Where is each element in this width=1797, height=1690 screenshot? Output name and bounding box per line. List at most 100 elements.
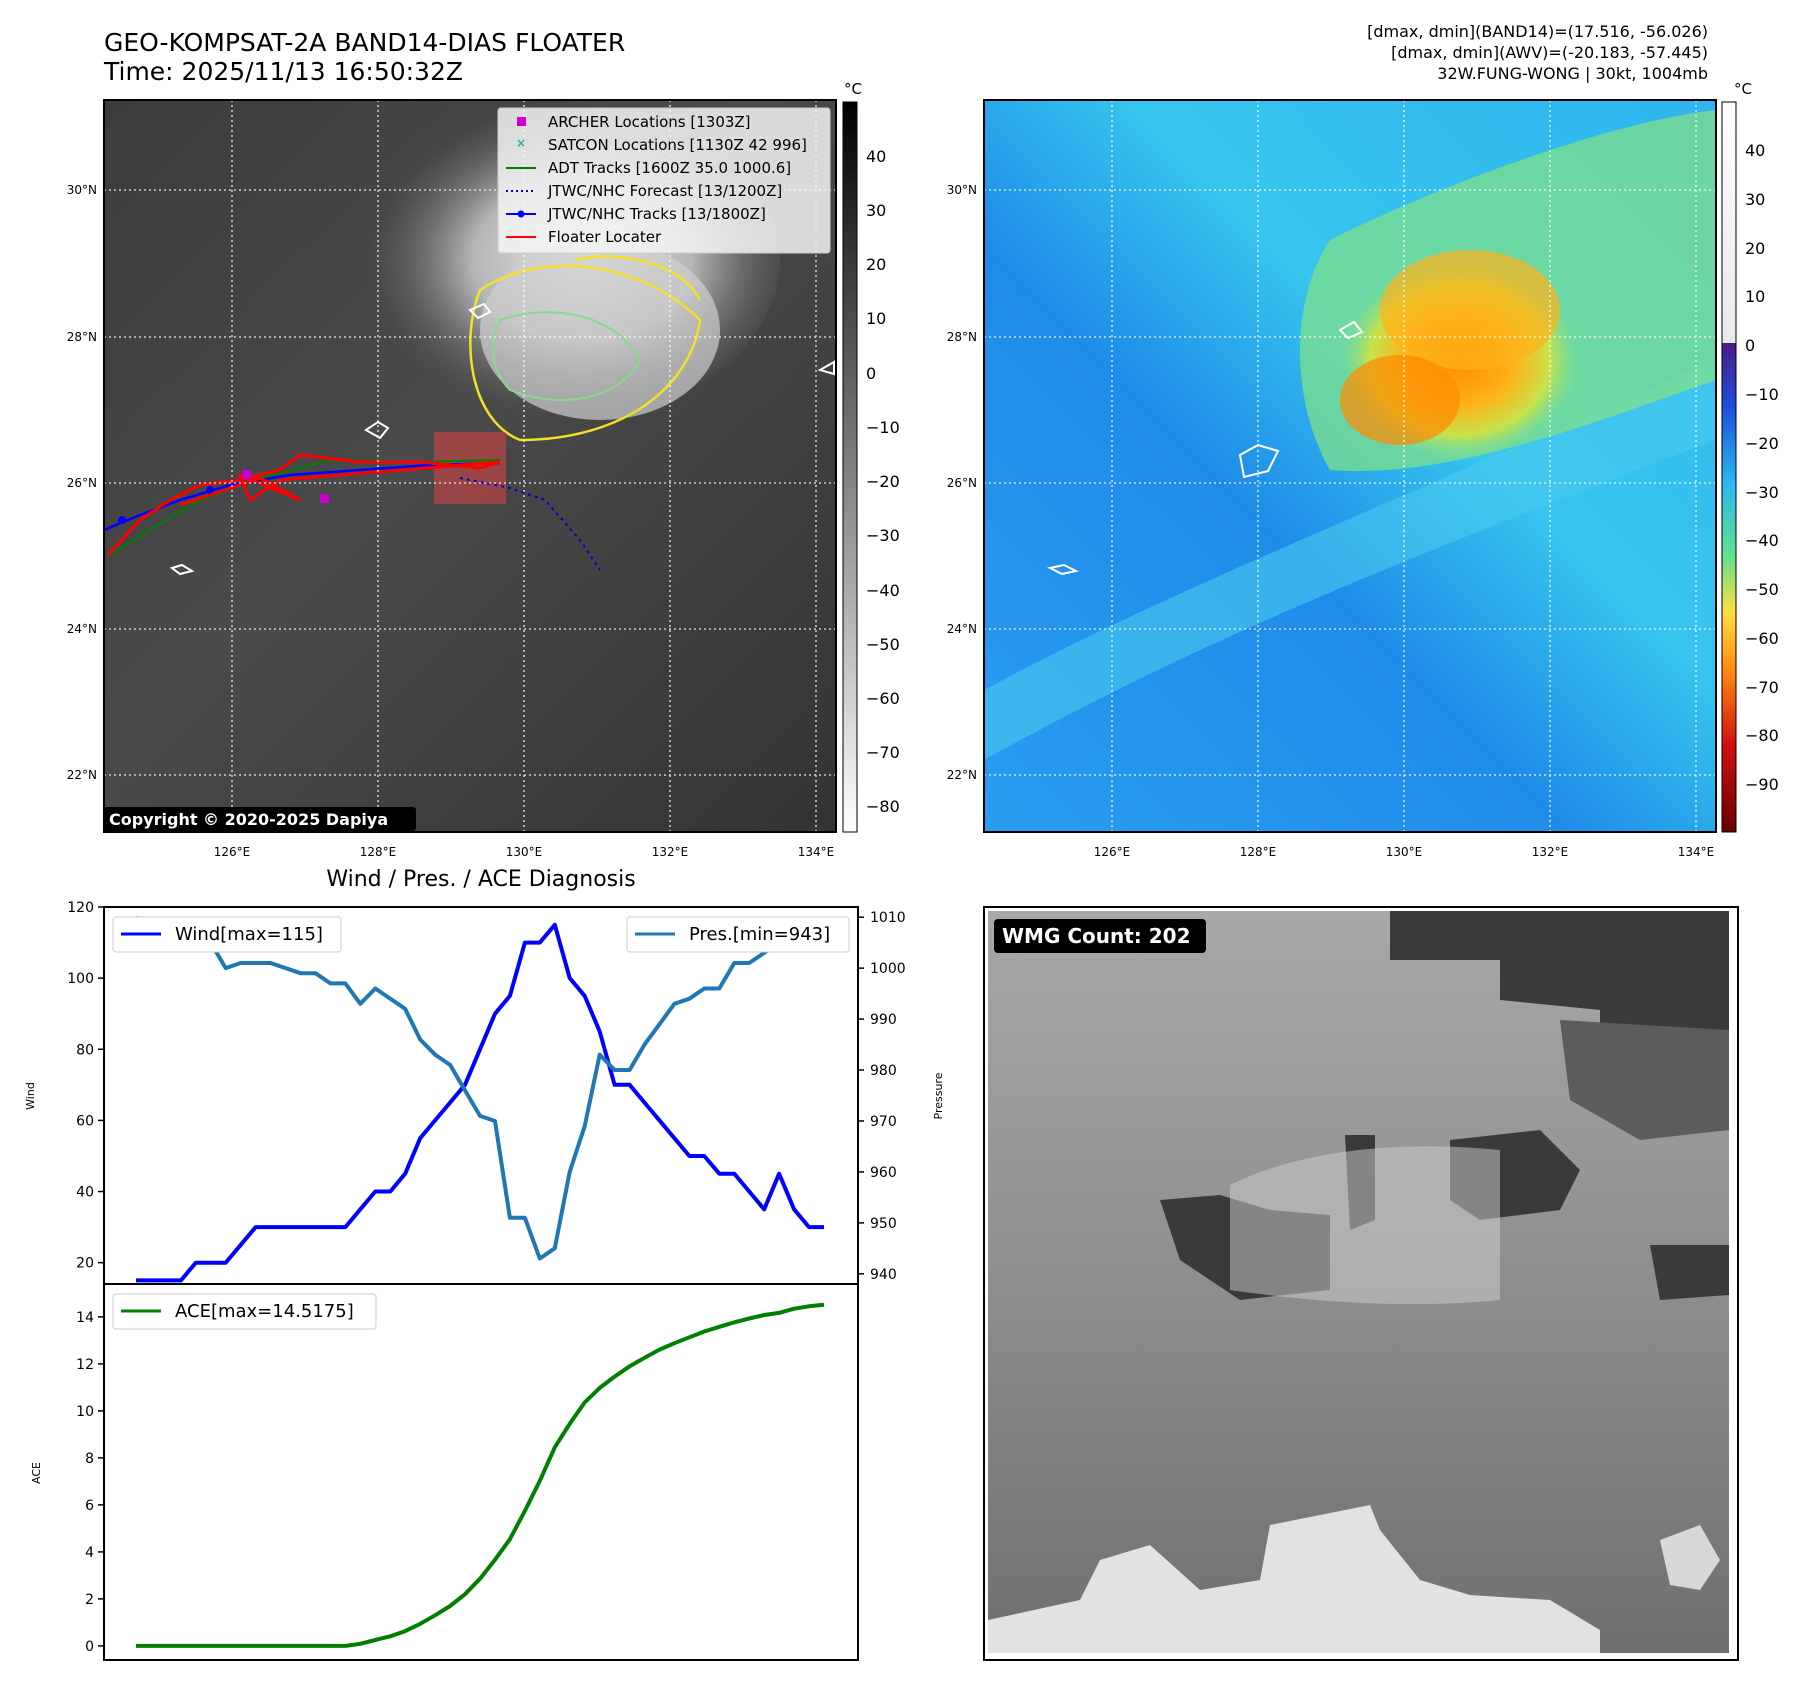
ir-cbar-tick: −60 bbox=[866, 689, 900, 708]
lat-label: 22°N bbox=[947, 768, 977, 782]
wind-pressure-chart: 120 100 80 60 40 20 1010 1000 990 980 970 960 950 94… bbox=[24, 900, 945, 1285]
wv-cbar-tick: 0 bbox=[1745, 336, 1755, 355]
satcon-legend-marker: × bbox=[516, 136, 526, 150]
ir-legend: × ARCHER Locations [1303Z] SATCON Locati… bbox=[497, 107, 831, 254]
ir-cbar-tick: 40 bbox=[866, 147, 886, 166]
wind-ytick-label: 40 bbox=[76, 1185, 94, 1201]
jtwc-track bbox=[103, 461, 501, 532]
wv-cbar-tick: 30 bbox=[1745, 190, 1765, 209]
wmg-warm-region bbox=[988, 1505, 1600, 1653]
figure-title: GEO-KOMPSAT-2A BAND14-DIAS FLOATER bbox=[104, 28, 626, 57]
legend-satcon: SATCON Locations [1130Z 42 996] bbox=[548, 136, 807, 154]
lon-label: 134°E bbox=[1678, 845, 1715, 859]
pressure-ytick-label: 940 bbox=[870, 1267, 897, 1283]
figure-time: Time: 2025/11/13 16:50:32Z bbox=[104, 57, 463, 86]
legend-archer: ARCHER Locations [1303Z] bbox=[548, 113, 751, 131]
ace-series bbox=[136, 1302, 825, 1648]
ace-ytick-label: 12 bbox=[76, 1357, 94, 1373]
ace-ytick-label: 2 bbox=[85, 1592, 94, 1608]
wind-ytick-label: 20 bbox=[76, 1256, 94, 1272]
wind-axis-label: Wind bbox=[24, 1082, 37, 1110]
ir-colorbar-unit: °C bbox=[844, 80, 862, 98]
wind-legend-label: Wind[max=115] bbox=[175, 924, 323, 945]
wmg-dark-region bbox=[1390, 911, 1729, 1050]
ace-ytick-label: 4 bbox=[85, 1545, 94, 1561]
wind-ytick-label: 80 bbox=[76, 1042, 94, 1058]
wmg-panel: WMG Count: 202 bbox=[983, 906, 1739, 1661]
pressure-line bbox=[134, 915, 824, 1261]
copyright-text: Copyright © 2020-2025 Dapiya bbox=[109, 810, 388, 829]
wind-legend bbox=[112, 916, 342, 953]
cold-cloud-contour bbox=[469, 264, 702, 442]
ace-ytick-label: 14 bbox=[76, 1310, 94, 1326]
wv-cbar-tick: 20 bbox=[1745, 239, 1765, 258]
lat-label: 26°N bbox=[947, 476, 977, 490]
wv-cbar-tick: −80 bbox=[1745, 726, 1779, 745]
ir-cbar-tick: −80 bbox=[866, 797, 900, 816]
lat-label: 30°N bbox=[947, 183, 977, 197]
ir-map-axis-labels: 30°N 28°N 26°N 24°N 22°N 126°E 128°E 130… bbox=[67, 183, 835, 859]
ir-cbar-tick: −70 bbox=[866, 743, 900, 762]
map-grid bbox=[104, 100, 836, 832]
lon-label: 134°E bbox=[798, 845, 835, 859]
ace-yaxis: 0 2 4 6 8 10 12 14 bbox=[76, 1310, 104, 1655]
lon-label: 130°E bbox=[1386, 845, 1423, 859]
lon-label: 128°E bbox=[360, 845, 397, 859]
wv-cbar-tick: −60 bbox=[1745, 629, 1779, 648]
wind-ytick-label: 100 bbox=[67, 971, 94, 987]
lon-label: 126°E bbox=[1094, 845, 1131, 859]
coastline bbox=[169, 302, 835, 576]
lon-label: 132°E bbox=[652, 845, 689, 859]
ace-ytick-label: 6 bbox=[85, 1498, 94, 1514]
legend-floater: Floater Locater bbox=[548, 228, 662, 246]
ir-cbar-tick: 10 bbox=[866, 309, 886, 328]
wind-yaxis: 120 100 80 60 40 20 bbox=[67, 900, 104, 1272]
ir-cbar-tick: 0 bbox=[866, 364, 876, 383]
ir-cbar-tick: 30 bbox=[866, 201, 886, 220]
pressure-yaxis: 1010 1000 990 980 970 960 950 940 bbox=[858, 910, 906, 1283]
lat-label: 28°N bbox=[67, 330, 97, 344]
wv-cbar-tick: −10 bbox=[1745, 385, 1779, 404]
pressure-ytick-label: 1000 bbox=[870, 961, 906, 977]
ir-cbar-tick: −20 bbox=[866, 472, 900, 491]
ir-cbar-tick: −30 bbox=[866, 526, 900, 545]
ir-cbar-tick: −40 bbox=[866, 581, 900, 600]
storm-info: 32W.FUNG-WONG | 30kt, 1004mb bbox=[1437, 64, 1708, 83]
wind-ytick-label: 120 bbox=[67, 900, 94, 916]
ace-ytick-label: 10 bbox=[76, 1404, 94, 1420]
pressure-ytick-label: 960 bbox=[870, 1165, 897, 1181]
wv-cbar-tick: −30 bbox=[1745, 483, 1779, 502]
band14-range: [dmax, dmin](BAND14)=(17.516, -56.026) bbox=[1367, 22, 1708, 41]
legend-adt: ADT Tracks [1600Z 35.0 1000.6] bbox=[548, 159, 791, 177]
pressure-axis-label: Pressure bbox=[932, 1072, 945, 1119]
wind-pressure-series bbox=[134, 915, 824, 1283]
ir-cbar-tick: 20 bbox=[866, 255, 886, 274]
wv-cbar-tick: −40 bbox=[1745, 531, 1779, 550]
ace-line bbox=[136, 1302, 825, 1648]
lat-label: 24°N bbox=[947, 622, 977, 636]
wmg-badge bbox=[994, 919, 1206, 953]
wv-cbar-tick: 40 bbox=[1745, 141, 1765, 160]
wv-colorbar: °C 40 30 20 10 0 −10 −20 −30 −40 −50 −60… bbox=[1721, 80, 1779, 833]
ir-cbar-tick: −10 bbox=[866, 418, 900, 437]
ace-ytick-label: 8 bbox=[85, 1451, 94, 1467]
wind-line bbox=[136, 922, 824, 1283]
archer-legend-marker bbox=[517, 117, 526, 126]
lon-label: 132°E bbox=[1532, 845, 1569, 859]
ir-colorbar: °C 40 30 20 10 0 −10 −20 −30 −40 −50 −60… bbox=[842, 80, 900, 833]
copyright-bg bbox=[104, 807, 416, 831]
wmg-count: WMG Count: 202 bbox=[1002, 924, 1191, 948]
lon-label: 130°E bbox=[506, 845, 543, 859]
lat-label: 28°N bbox=[947, 330, 977, 344]
ace-axis-label: ACE bbox=[30, 1462, 43, 1484]
diagnosis-title: Wind / Pres. / ACE Diagnosis bbox=[326, 867, 635, 892]
wv-cbar-tick: −50 bbox=[1745, 580, 1779, 599]
wv-cbar-tick: −70 bbox=[1745, 678, 1779, 697]
ace-ytick-label: 0 bbox=[85, 1639, 94, 1655]
legend-jtwc-tracks: JTWC/NHC Tracks [13/1800Z] bbox=[547, 205, 766, 223]
lon-label: 128°E bbox=[1240, 845, 1277, 859]
wind-ytick-label: 60 bbox=[76, 1113, 94, 1129]
lat-label: 26°N bbox=[67, 476, 97, 490]
pressure-legend-label: Pres.[min=943] bbox=[689, 924, 830, 945]
